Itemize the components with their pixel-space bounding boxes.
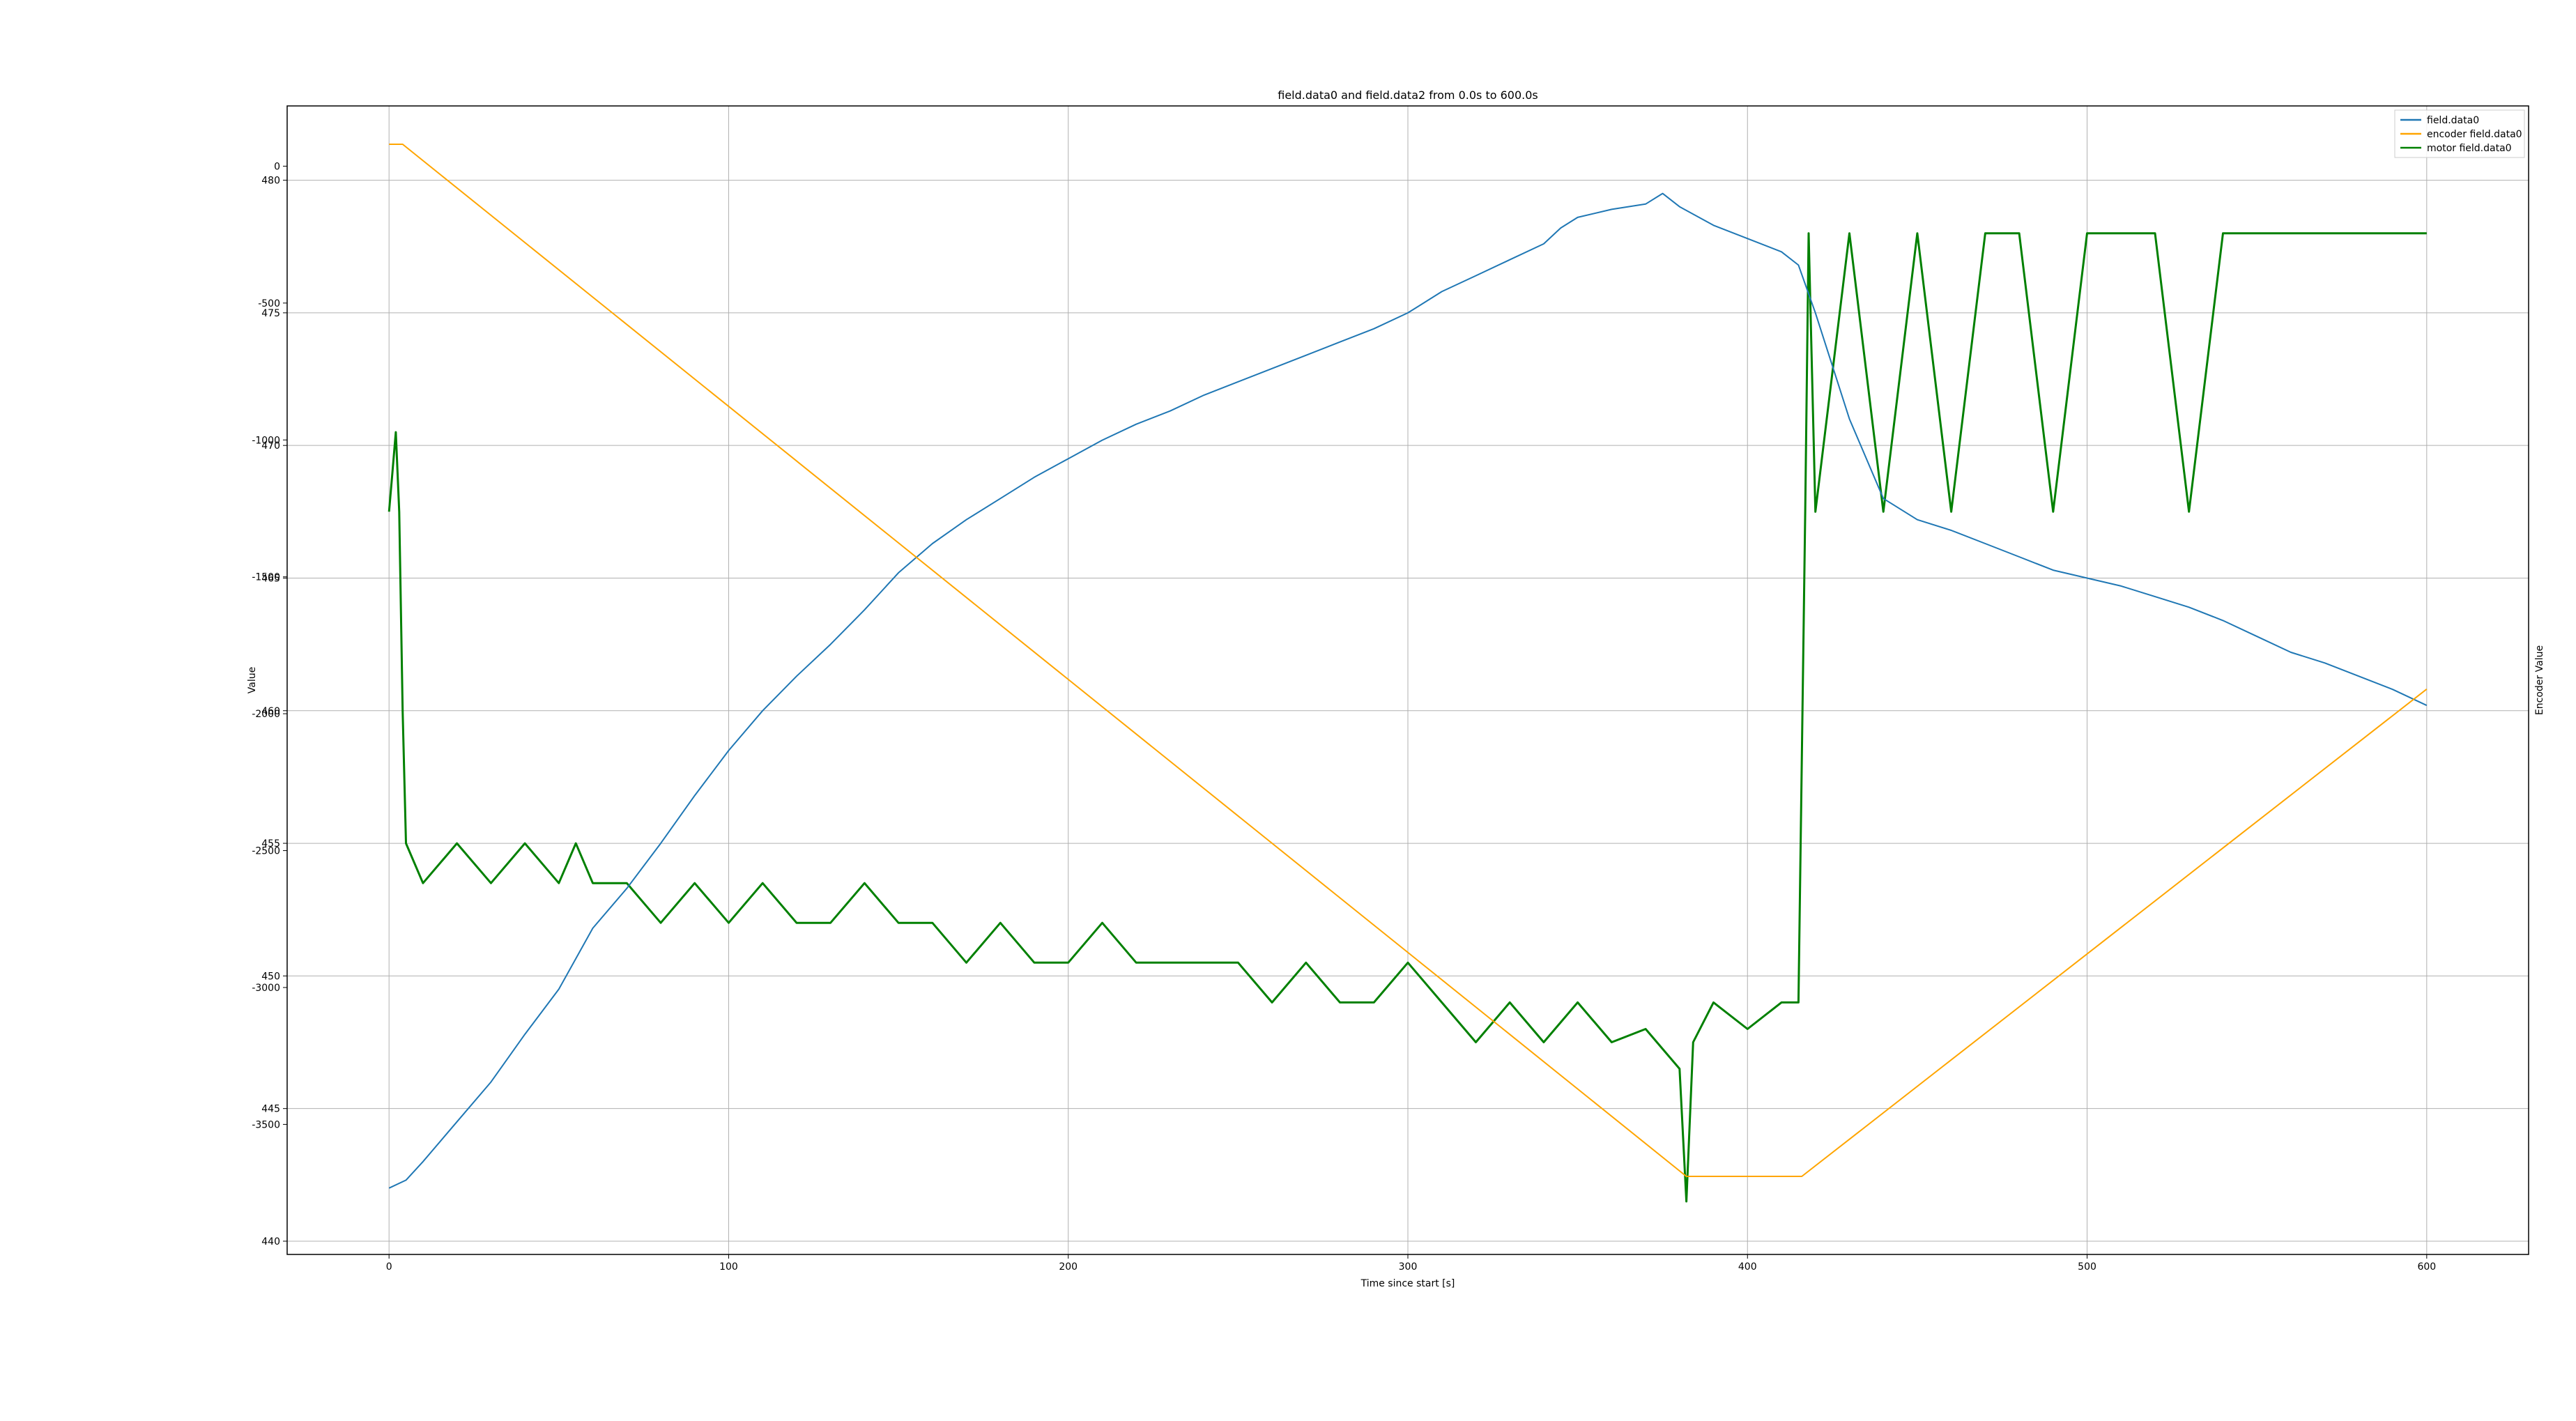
x-tick-label: 200 [1059,1261,1078,1273]
x-tick-label: 300 [1399,1261,1418,1273]
y-tick-label: 475 [261,308,280,319]
series-line-field-data0 [388,192,2428,1189]
y-tick-label: 450 [261,971,280,982]
y-tick-label: 480 [261,176,280,187]
y2-tick-label: -2500 [252,846,280,857]
y2-tick-label: -1000 [252,435,280,446]
series-line-motor-field-data0 [388,232,2427,1203]
legend: field.data0 encoder field.data0 motor fiel… [2394,109,2525,158]
y2-tick-label: -3500 [252,1119,280,1130]
x-tick-label: 500 [2078,1261,2096,1273]
y-tick-label: 440 [261,1236,280,1247]
y-axis-label: Value [247,667,258,693]
plot-series [388,144,2428,1203]
y2-tick-label: -3000 [252,983,280,994]
x-tick-label: 600 [2417,1261,2436,1273]
y-tick-label: 460 [261,706,280,717]
y-tick-label: 470 [261,440,280,452]
y2-tick-label: -500 [258,298,280,309]
legend-entry-label: motor field.data0 [2427,143,2512,154]
x-tick-label: 100 [719,1261,738,1273]
axis-ticks: 0 100 200 300 400 500 600 440 445 450 455 460 465 470… [252,161,2436,1273]
legend-entry-label: field.data0 [2427,115,2479,126]
y2-tick-label: 0 [274,161,280,172]
y2-axis-label: Encoder Value [2534,645,2545,715]
series-line-encoder-field-data0 [389,144,2428,1177]
y-tick-label: 455 [261,838,280,850]
y-tick-label: 445 [261,1104,280,1115]
y-tick-label: 465 [261,573,280,584]
x-tick-label: 400 [1738,1261,1757,1273]
chart-title: field.data0 and field.data2 from 0.0s to… [1278,89,1538,102]
legend-entry-label: encoder field.data0 [2427,129,2522,140]
y2-tick-label: -1500 [252,572,280,583]
y2-tick-label: -2000 [252,709,280,720]
x-axis-label: Time since start [s] [1360,1278,1455,1289]
x-tick-label: 0 [386,1261,392,1273]
